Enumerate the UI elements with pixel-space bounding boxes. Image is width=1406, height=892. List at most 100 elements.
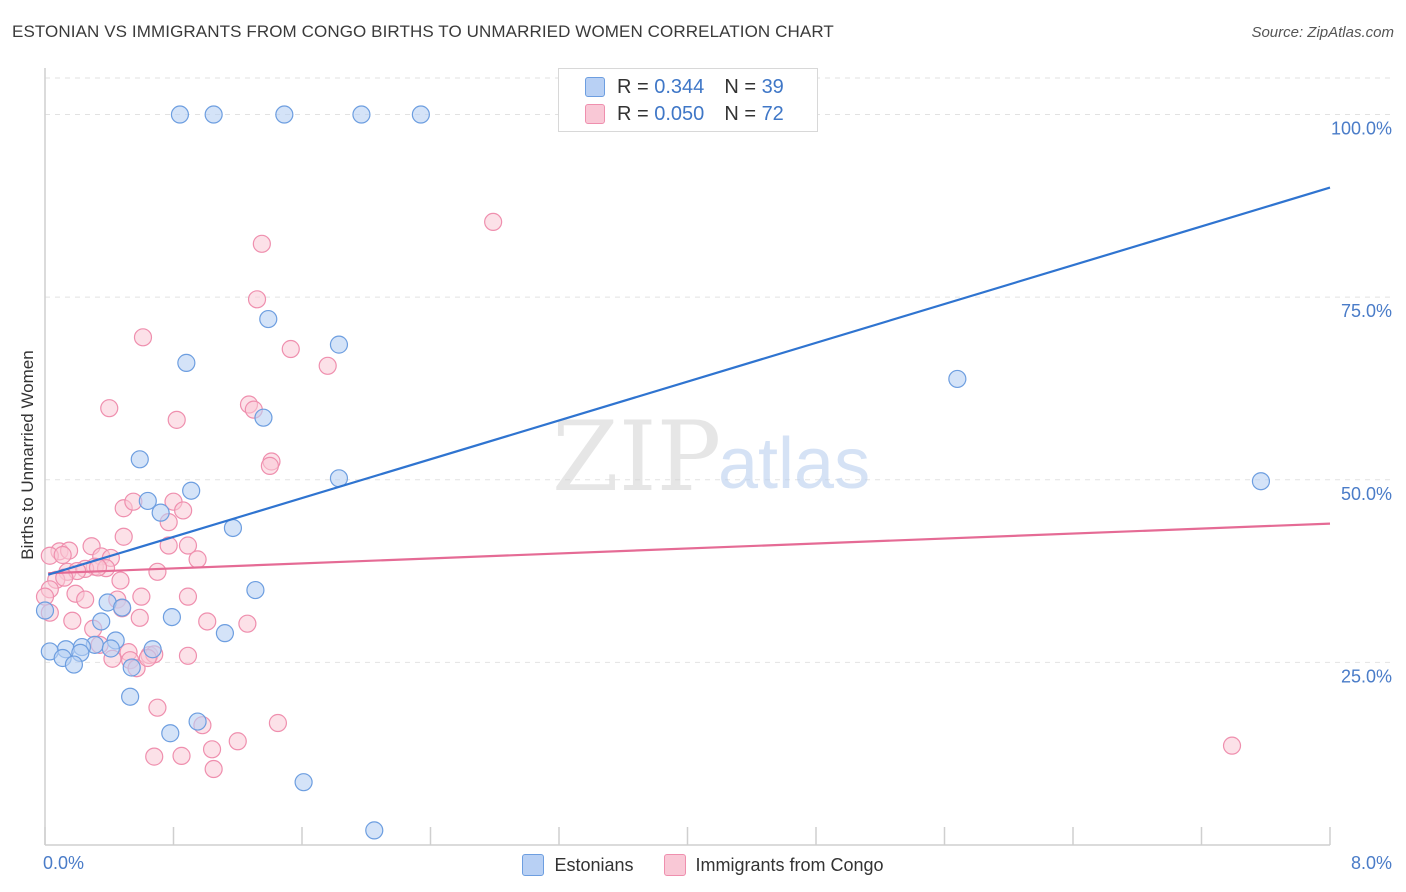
congo-point	[204, 759, 223, 779]
estonians-point	[112, 598, 132, 617]
congo-point	[238, 614, 257, 633]
watermark-atlas: atlas	[718, 424, 870, 504]
x-tick-label: 0.0%	[43, 853, 84, 873]
congo-point	[178, 536, 198, 555]
legend-label-congo: Immigrants from Congo	[695, 854, 884, 875]
estonians-point	[246, 580, 265, 600]
estonians-point	[122, 658, 141, 677]
estonians-point	[170, 105, 190, 124]
x-tick-label: 8.0%	[1351, 853, 1392, 873]
congo-point	[111, 571, 130, 590]
estonians-point	[138, 491, 157, 511]
congo-point	[268, 713, 288, 733]
estonians-point	[204, 105, 223, 124]
estonians-point	[275, 105, 294, 124]
legend-n-label: N =	[724, 75, 756, 98]
estonians-trend-line	[47, 186, 1331, 576]
legend-r-value: 0.050	[654, 102, 705, 125]
congo-point	[260, 456, 279, 475]
estonians-point	[182, 481, 201, 500]
estonians-point	[161, 724, 180, 743]
legend-row-estonians: R = 0.344 N = 39	[559, 74, 784, 100]
source-label: Source: ZipAtlas.com	[1251, 24, 1394, 41]
estonians-point	[130, 450, 149, 469]
legend-label-estonians: Estonians	[554, 854, 634, 875]
legend-n-label: N =	[724, 102, 756, 125]
stats-legend: R = 0.344 N = 39 R = 0.050 N = 72	[558, 68, 818, 132]
estonians-point	[35, 601, 55, 620]
congo-point	[1222, 736, 1242, 755]
legend-swatch-estonians	[585, 77, 605, 97]
legend-r-label: R =	[617, 102, 649, 125]
congo-point	[167, 410, 186, 429]
watermark-zip: ZIP	[552, 401, 721, 513]
congo-point	[198, 612, 217, 631]
estonians-point	[1251, 472, 1271, 491]
legend-swatch-congo	[585, 104, 605, 124]
estonians-point	[188, 712, 207, 731]
estonians-point	[151, 503, 170, 522]
congo-point	[484, 212, 503, 232]
trend-lines	[47, 186, 1331, 576]
y-tick-label: 100.0%	[1331, 119, 1392, 139]
estonians-point	[92, 612, 111, 631]
congo-point	[114, 527, 133, 546]
congo-point	[148, 562, 167, 581]
tick-labels: 25.0% 50.0% 75.0% 100.0% 0.0% 8.0%	[43, 119, 1392, 873]
congo-point	[172, 746, 191, 765]
congo-point	[247, 290, 267, 309]
congo-point	[63, 611, 82, 630]
estonians-point	[411, 105, 430, 124]
y-tick-label: 50.0%	[1341, 484, 1392, 504]
congo-trend-line	[48, 522, 1331, 575]
estonians-point	[177, 353, 196, 372]
estonians-points	[35, 105, 1271, 840]
congo-point	[148, 698, 167, 717]
congo-point	[252, 234, 271, 253]
estonians-point	[223, 518, 243, 538]
congo-point	[174, 501, 193, 520]
estonians-point	[365, 821, 384, 840]
congo-point	[178, 646, 198, 665]
series-legend: Estonians Immigrants from Congo	[0, 852, 1406, 878]
congo-point	[53, 545, 72, 565]
congo-point	[202, 740, 222, 759]
estonians-point	[121, 687, 140, 706]
congo-point	[145, 747, 164, 766]
estonians-point	[254, 408, 273, 427]
estonians-point	[294, 773, 313, 792]
congo-point	[130, 608, 149, 627]
legend-swatch-congo	[663, 854, 686, 876]
estonians-point	[64, 655, 84, 674]
legend-n-value: 72	[761, 102, 784, 125]
grid-lines	[45, 77, 1392, 663]
congo-point	[132, 587, 151, 606]
legend-item-congo[interactable]: Immigrants from Congo	[663, 854, 884, 876]
congo-point	[188, 550, 207, 569]
estonians-point	[948, 369, 967, 389]
congo-point	[228, 732, 247, 751]
chart-title: ESTONIAN VS IMMIGRANTS FROM CONGO BIRTHS…	[12, 22, 834, 41]
estonians-point	[143, 640, 162, 659]
estonians-point	[215, 624, 234, 643]
estonians-point	[259, 309, 278, 329]
legend-n-value: 39	[761, 75, 784, 98]
congo-point	[178, 587, 198, 606]
estonians-point	[329, 335, 349, 354]
axes	[44, 68, 1331, 846]
congo-point	[281, 339, 300, 359]
legend-item-estonians[interactable]: Estonians	[522, 854, 634, 876]
congo-point	[133, 328, 153, 347]
congo-point	[159, 536, 178, 555]
congo-point	[318, 356, 337, 375]
legend-r-value: 0.344	[654, 75, 705, 98]
y-tick-label: 25.0%	[1341, 666, 1392, 686]
watermark: ZIP atlas	[552, 401, 870, 513]
estonians-point	[162, 607, 181, 627]
y-tick-label: 75.0%	[1341, 301, 1392, 321]
congo-point	[100, 399, 119, 418]
estonians-point	[352, 105, 371, 124]
legend-swatch-estonians	[522, 854, 545, 876]
estonians-point	[101, 639, 120, 658]
